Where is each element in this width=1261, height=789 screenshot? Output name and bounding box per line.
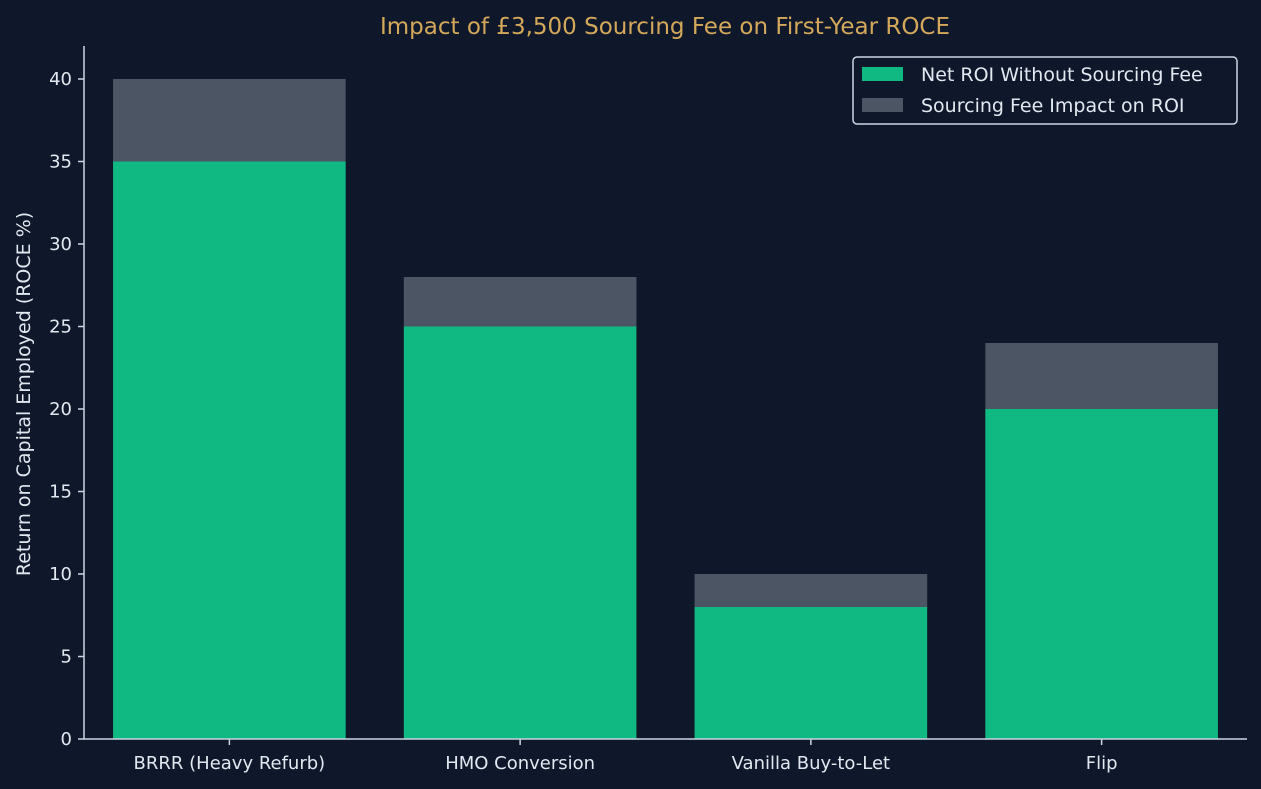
y-tick-label: 40 xyxy=(49,69,72,90)
y-tick-label: 0 xyxy=(61,729,72,750)
x-tick-label: Flip xyxy=(1086,753,1118,774)
bar-fee-impact-3 xyxy=(985,343,1218,409)
x-tick-label: HMO Conversion xyxy=(445,753,595,774)
y-tick-label: 15 xyxy=(49,482,72,503)
legend-swatch-0 xyxy=(862,67,903,81)
y-tick-label: 5 xyxy=(61,647,72,668)
legend-label-1: Sourcing Fee Impact on ROI xyxy=(921,95,1185,117)
y-axis-title: Return on Capital Employed (ROCE %) xyxy=(13,212,35,576)
x-tick-label: BRRR (Heavy Refurb) xyxy=(134,753,326,774)
bar-net-roi-0 xyxy=(113,161,346,739)
y-tick-label: 10 xyxy=(49,564,72,585)
chart-title: Impact of £3,500 Sourcing Fee on First-Y… xyxy=(380,14,950,40)
y-tick-label: 35 xyxy=(49,152,72,173)
y-tick-label: 20 xyxy=(49,399,72,420)
bar-fee-impact-0 xyxy=(113,79,346,162)
bar-net-roi-3 xyxy=(985,409,1218,739)
axes-layer: 0 5 10 15 20 25 30 35 40 BRRR (Heavy Refurb) HMO C… xyxy=(49,46,1247,774)
legend: Net ROI Without Sourcing Fee Sourcing Fee… xyxy=(852,56,1238,125)
legend-label-0: Net ROI Without Sourcing Fee xyxy=(921,64,1203,86)
x-tick-label: Vanilla Buy-to-Let xyxy=(732,753,890,774)
y-tick-label: 25 xyxy=(49,317,72,338)
legend-frame xyxy=(852,56,1238,125)
bars-layer xyxy=(113,79,1218,739)
y-tick-label: 30 xyxy=(49,234,72,255)
bar-fee-impact-2 xyxy=(694,574,928,607)
legend-swatch-1 xyxy=(862,98,903,112)
bar-net-roi-2 xyxy=(694,607,928,739)
bar-fee-impact-1 xyxy=(403,277,637,327)
bar-net-roi-1 xyxy=(403,326,637,739)
